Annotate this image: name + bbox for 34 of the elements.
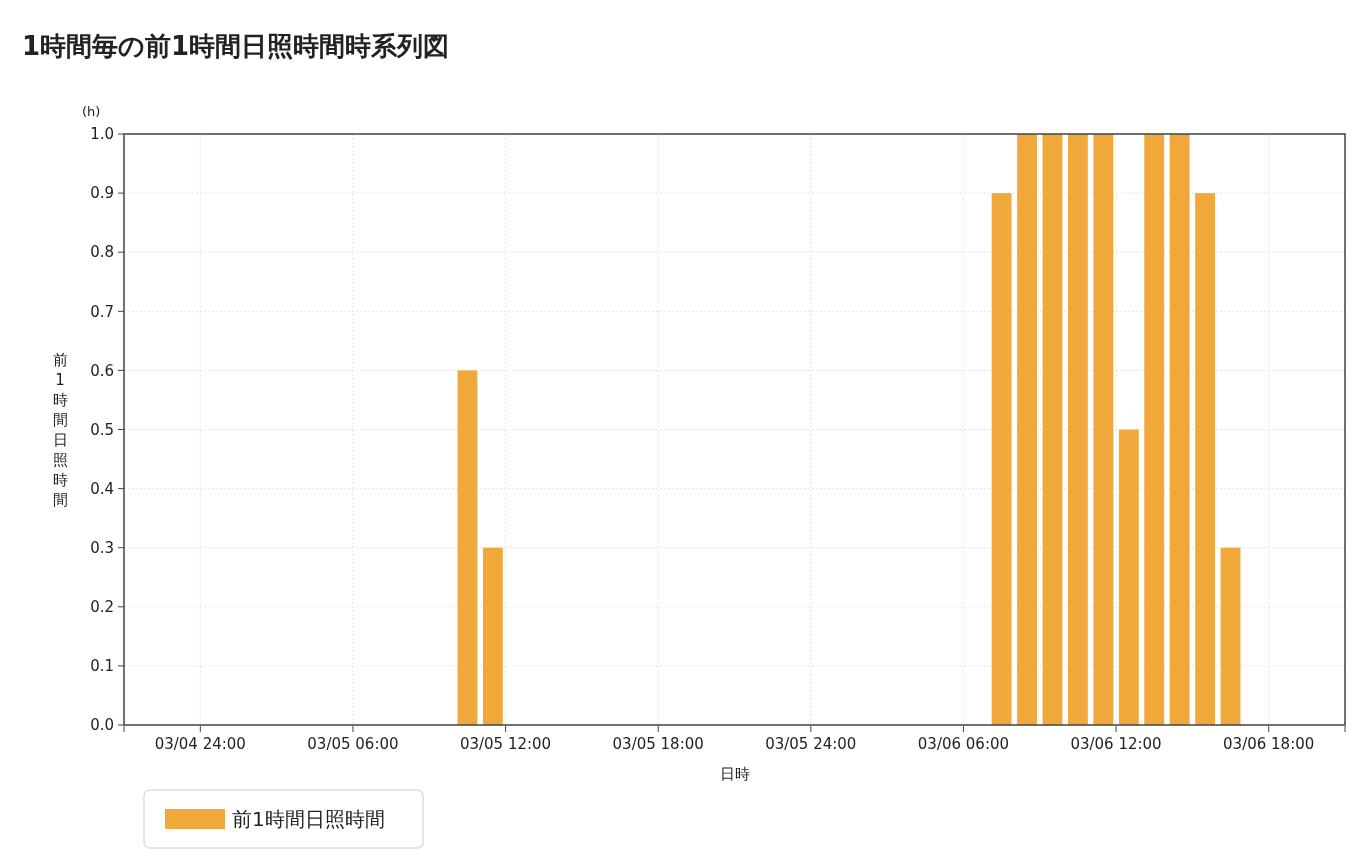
y-tick-label: 0.7 [90, 302, 114, 321]
bar [1118, 429, 1139, 725]
x-tick-label: 03/06 06:00 [917, 735, 1010, 753]
bar [991, 193, 1012, 725]
bar [1017, 134, 1037, 725]
bar [1093, 134, 1114, 725]
y-tick-label: 0.8 [90, 243, 114, 262]
x-tick-label: 03/05 18:00 [612, 735, 704, 753]
y-tick-label: 0.9 [90, 184, 114, 203]
y-tick-label: 0.0 [90, 716, 114, 735]
y-tick-label: 0.1 [90, 657, 114, 676]
y-tick-label: 0.4 [90, 479, 114, 498]
bar [1144, 134, 1165, 725]
x-tick-label: 03/04 24:00 [154, 735, 246, 753]
y-tick-label: 0.5 [90, 420, 114, 439]
x-tick-label: 03/05 24:00 [765, 735, 857, 753]
x-tick-label: 03/05 06:00 [307, 735, 399, 753]
bar [1169, 134, 1190, 725]
x-tick-label: 03/06 18:00 [1223, 735, 1315, 753]
chart-title: 1時間毎の前1時間日照時間時系列図 [22, 31, 450, 61]
y-tick-label: 0.3 [90, 538, 114, 557]
x-tick-label: 03/06 12:00 [1070, 735, 1162, 753]
y-tick-label: 0.6 [90, 361, 114, 380]
bar [1195, 193, 1216, 725]
text: (h) [82, 104, 101, 119]
y-tick-label: 0.2 [90, 598, 114, 617]
y-tick-label: 1.0 [90, 125, 114, 144]
bar [1042, 134, 1063, 725]
legend-label: 前1時間日照時間 [232, 807, 385, 831]
bar [1067, 134, 1088, 725]
x-axis-title: 日時 [719, 765, 750, 783]
y-axis-title: 前1時間日照時間 [52, 350, 68, 509]
bar [1220, 547, 1241, 725]
x-tick-label: 03/05 12:00 [459, 735, 552, 753]
